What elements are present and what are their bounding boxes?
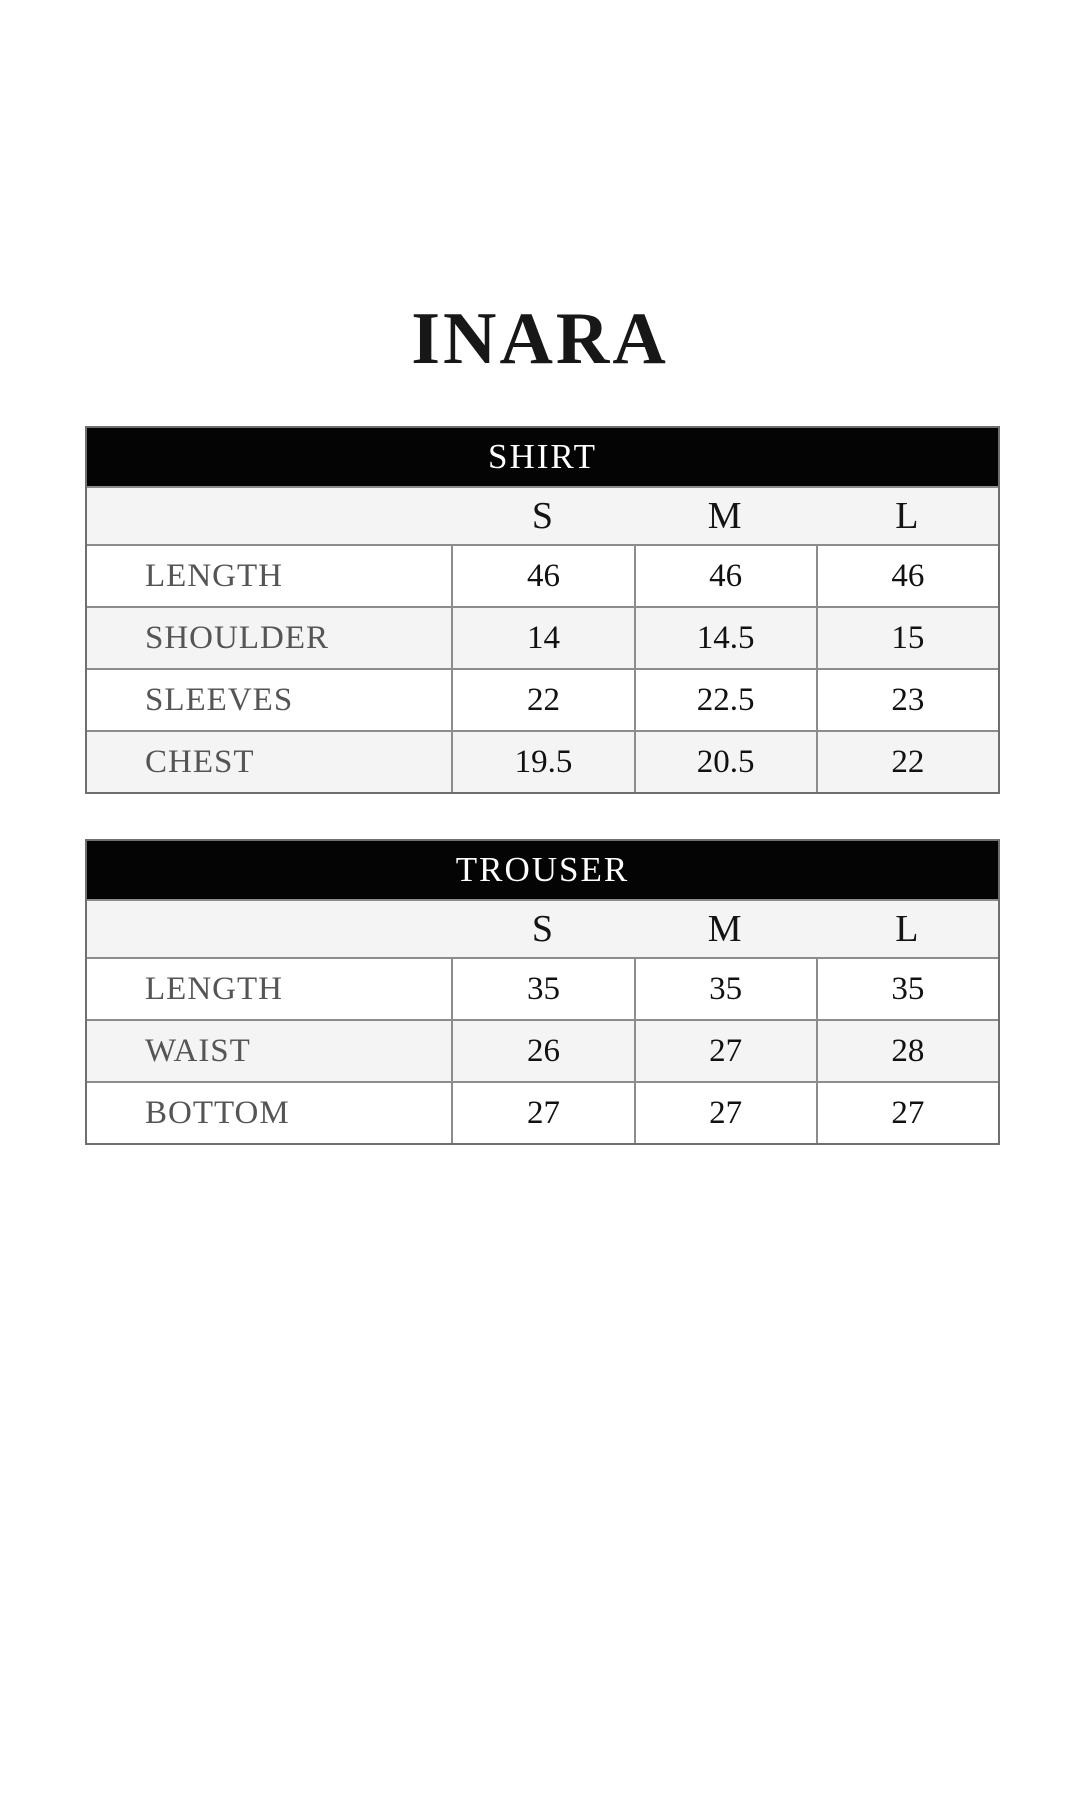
measurement-label: SLEEVES xyxy=(145,681,294,718)
measurement-label: CHEST xyxy=(145,743,255,780)
measurement-value: 14 xyxy=(451,608,633,668)
measurement-value: 28 xyxy=(815,1021,998,1081)
table-row: CHEST 19.5 20.5 22 xyxy=(87,730,998,792)
measurement-value: 15 xyxy=(815,608,998,668)
table-row: SHOULDER 14 14.5 15 xyxy=(87,606,998,668)
measurement-value: 46 xyxy=(633,546,816,606)
measurement-value: 46 xyxy=(815,546,998,606)
measurement-value: 22 xyxy=(815,732,998,792)
table-row: SLEEVES 22 22.5 23 xyxy=(87,668,998,730)
table-row: WAIST 26 27 28 xyxy=(87,1019,998,1081)
empty-corner-cell xyxy=(87,901,451,957)
trouser-size-table: TROUSER S M L LENGTH 35 35 35 WAIST 26 2… xyxy=(85,839,1000,1145)
measurement-label: LENGTH xyxy=(145,970,283,1007)
size-header-m: M xyxy=(707,495,742,537)
measurement-value: 26 xyxy=(451,1021,633,1081)
shirt-size-header-row: S M L xyxy=(87,486,998,544)
measurement-value: 22 xyxy=(451,670,633,730)
measurement-value: 22.5 xyxy=(633,670,816,730)
shirt-size-table: SHIRT S M L LENGTH 46 46 46 SHOULDER 14 … xyxy=(85,426,1000,794)
measurement-value: 27 xyxy=(451,1083,633,1143)
measurement-label: SHOULDER xyxy=(145,619,330,656)
measurement-value: 46 xyxy=(451,546,633,606)
measurement-label: BOTTOM xyxy=(145,1094,290,1131)
size-header-l: L xyxy=(895,495,919,537)
measurement-value: 19.5 xyxy=(451,732,633,792)
measurement-label: LENGTH xyxy=(145,557,283,594)
measurement-value: 35 xyxy=(815,959,998,1019)
measurement-label: WAIST xyxy=(145,1032,251,1069)
measurement-value: 20.5 xyxy=(633,732,816,792)
table-row: LENGTH 46 46 46 xyxy=(87,544,998,606)
measurement-value: 35 xyxy=(633,959,816,1019)
measurement-value: 35 xyxy=(451,959,633,1019)
measurement-value: 27 xyxy=(815,1083,998,1143)
table-row: BOTTOM 27 27 27 xyxy=(87,1081,998,1143)
shirt-table-title: SHIRT xyxy=(87,428,998,486)
table-row: LENGTH 35 35 35 xyxy=(87,957,998,1019)
trouser-size-header-row: S M L xyxy=(87,899,998,957)
size-header-s: S xyxy=(531,495,554,537)
measurement-value: 14.5 xyxy=(633,608,816,668)
trouser-table-title: TROUSER xyxy=(87,841,998,899)
measurement-value: 27 xyxy=(633,1021,816,1081)
empty-corner-cell xyxy=(87,488,451,544)
size-header-l: L xyxy=(895,908,919,950)
size-header-m: M xyxy=(707,908,742,950)
size-header-s: S xyxy=(531,908,554,950)
brand-title: INARA xyxy=(411,298,669,380)
measurement-value: 27 xyxy=(633,1083,816,1143)
size-chart-page: INARA SHIRT S M L LENGTH 46 46 46 SHOULD… xyxy=(0,302,1080,1805)
measurement-value: 23 xyxy=(815,670,998,730)
